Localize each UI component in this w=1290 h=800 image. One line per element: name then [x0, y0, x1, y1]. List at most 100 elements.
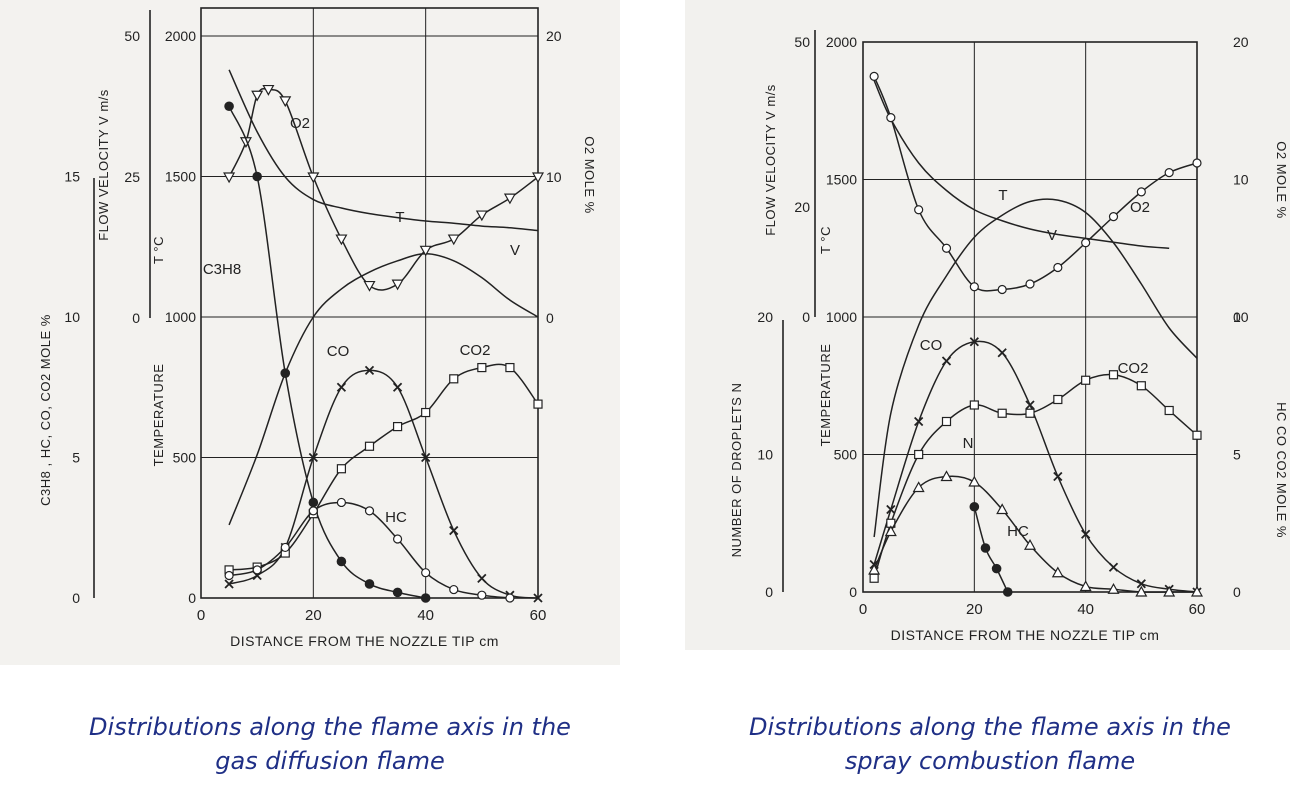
data-point-co2: [505, 362, 515, 373]
caption-spray-combustion: Distributions along the flame axis in th…: [700, 710, 1280, 778]
data-point-co2: [1136, 381, 1146, 391]
data-point-o2: [969, 282, 979, 292]
y-tick-label: 1500: [826, 172, 857, 188]
data-point-c3h8: [224, 101, 234, 112]
series-line-v: [873, 80, 1170, 249]
y-tick-label: 10: [546, 169, 562, 185]
axis-title-temperature-label: TEMPERATURE: [151, 364, 166, 467]
data-point-co2: [1192, 430, 1202, 440]
y-tick-label: 0: [765, 584, 773, 600]
data-point-hc: [940, 470, 953, 482]
y-axis-temperature: 0 500 1000 1500 2000: [826, 34, 857, 600]
data-point-o2: [419, 245, 432, 257]
data-point-hc: [968, 475, 981, 487]
caption-line-2: gas diffusion flame: [215, 747, 445, 775]
series-co2: CO2: [224, 342, 543, 575]
data-point-co: [336, 382, 347, 392]
y-tick-label: 2000: [165, 28, 196, 44]
data-point-co: [1025, 400, 1035, 410]
x-axis-label: DISTANCE FROM THE NOZZLE TIP cm: [230, 633, 499, 649]
data-point-n: [980, 543, 991, 553]
data-point-hc: [449, 584, 459, 595]
data-point-co: [533, 593, 543, 603]
caption-line-2: spray combustion flame: [844, 747, 1136, 775]
y-tick-label: 1000: [165, 309, 196, 325]
data-point-hc: [280, 542, 290, 553]
data-point-o2: [997, 284, 1007, 295]
series-line-v: [228, 69, 539, 232]
chart-panel-spray-combustion: 0 20 40 60 DISTANCE FROM THE NOZZLE TIP cm 0 5…: [685, 0, 1290, 650]
series-line-t: [228, 253, 539, 526]
series-label-v: V: [1047, 227, 1057, 244]
axis-title-species-label: C3H8 , HC, CO, CO2 MOLE %: [38, 314, 53, 506]
data-point-co: [969, 337, 979, 347]
data-point-co: [914, 416, 924, 427]
y-tick-label: 10: [757, 447, 773, 463]
series-line-co: [228, 369, 539, 599]
y-tick-label: 1500: [165, 169, 196, 185]
data-point-o2: [1081, 238, 1091, 248]
data-point-hc: [392, 534, 403, 544]
y-tick-label: 50: [124, 28, 140, 44]
data-point-o2: [1164, 168, 1174, 178]
data-point-hc: [1079, 580, 1092, 592]
data-point-c3h8: [364, 579, 375, 589]
data-point-hc: [336, 497, 347, 508]
y-axis-velocity: 0 20 50: [794, 30, 816, 325]
axis-title-temperature-unit: T °C: [151, 236, 166, 264]
y-tick-label: 0: [72, 590, 80, 606]
series-label-t: T: [998, 187, 1007, 204]
data-point-hc: [868, 563, 881, 575]
data-point-hc: [1023, 539, 1037, 550]
axis-title-droplets-label: NUMBER OF DROPLETS N: [729, 383, 744, 558]
chart-panel-gas-diffusion: 0 20 40 60 DISTANCE FROM THE NOZZLE TIP cm 0 5…: [0, 0, 620, 665]
y-tick-label: 2000: [826, 34, 857, 50]
data-point-c3h8: [252, 171, 262, 182]
data-point-o2: [941, 243, 952, 253]
series-co: CO: [869, 337, 1202, 597]
y-tick-label: 15: [64, 169, 80, 185]
data-point-co2: [869, 573, 879, 583]
y-tick-label: 0: [188, 590, 196, 606]
data-point-o2: [363, 280, 376, 292]
data-point-n: [1002, 587, 1013, 597]
series-t: T: [228, 209, 539, 526]
data-point-co: [421, 452, 431, 463]
series-line-co2: [873, 373, 1198, 579]
data-point-hc: [884, 525, 897, 537]
data-point-hc: [1135, 585, 1148, 597]
series-hc: HC: [224, 497, 515, 603]
data-point-co2: [997, 408, 1007, 418]
series-line-o2: [228, 87, 539, 291]
y-tick-label: 25: [124, 169, 140, 185]
data-point-hc: [996, 503, 1009, 515]
y-axis-o2: 0 10 20: [546, 28, 562, 326]
chart-spray-combustion: 0 20 40 60 DISTANCE FROM THE NOZZLE TIP cm 0 5…: [729, 30, 1289, 643]
data-point-co2: [1053, 394, 1063, 405]
data-point-co2: [421, 407, 431, 418]
plot-frame: [200, 7, 539, 599]
data-point-hc: [1107, 583, 1120, 594]
series-co2: CO2: [869, 360, 1202, 583]
axis-title-velocity-label: FLOW VELOCITY V m/s: [763, 84, 778, 236]
y-axis-velocity: 0 25 50: [124, 10, 151, 326]
x-tick-label: 0: [197, 607, 205, 624]
y-axis-temperature: 0 500 1000 1500 2000: [165, 28, 196, 606]
x-tick-label: 60: [1189, 601, 1206, 618]
data-point-o2: [391, 279, 404, 291]
data-point-co: [449, 525, 459, 536]
data-point-o2: [251, 90, 264, 102]
data-point-co: [1136, 579, 1146, 589]
data-point-co: [224, 579, 234, 589]
series-line-o2: [873, 76, 1198, 292]
series-o2: O2: [869, 71, 1202, 295]
data-point-hc: [477, 590, 487, 600]
data-point-hc: [308, 506, 318, 516]
series-label-co: CO: [327, 343, 350, 360]
data-point-co: [941, 356, 952, 366]
data-point-co: [477, 573, 487, 583]
data-point-hc: [224, 570, 234, 581]
data-point-co2: [1108, 370, 1119, 380]
data-point-c3h8: [308, 497, 319, 508]
data-point-co2: [477, 362, 487, 373]
